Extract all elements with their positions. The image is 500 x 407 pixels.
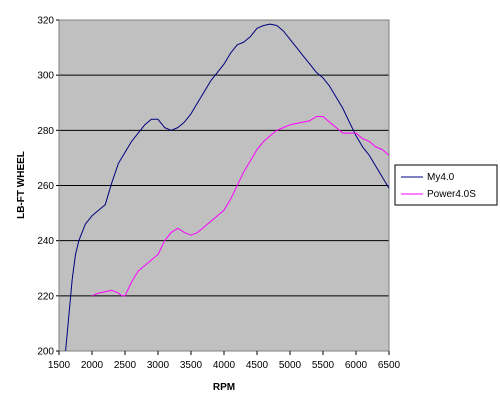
series-lines <box>65 23 390 352</box>
legend-label-my40: My4.0 <box>427 172 455 183</box>
y-axis-title: LB-FT WHEEL <box>16 151 27 219</box>
x-tick-label: 3500 <box>180 360 203 371</box>
y-tick-label: 240 <box>37 236 54 247</box>
x-tick-label: 3000 <box>147 360 170 371</box>
y-tick-label: 300 <box>37 71 54 82</box>
y-tick-label: 220 <box>37 291 54 302</box>
x-tick-label: 6500 <box>378 360 401 371</box>
x-axis-title: RPM <box>213 382 235 393</box>
y-tick-label: 280 <box>37 126 54 137</box>
y-tick-label: 260 <box>37 181 54 192</box>
x-tick-label: 5000 <box>279 360 302 371</box>
legend-box <box>394 164 498 206</box>
y-tick-label: 320 <box>37 16 54 27</box>
legend-label-power40s: Power4.0S <box>427 189 476 200</box>
x-tick-label: 2000 <box>81 360 104 371</box>
x-tick-label: 5500 <box>312 360 335 371</box>
x-tick-labels: 1500 2000 2500 3000 3500 4000 4500 5000 5500 6000… <box>48 351 401 371</box>
y-tick-labels: 200 220 240 260 280 300 320 <box>37 16 59 358</box>
x-tick-label: 2500 <box>114 360 137 371</box>
x-tick-label: 1500 <box>48 360 71 371</box>
y-tick-label: 200 <box>37 347 54 358</box>
series-line-power40s <box>91 116 390 297</box>
legend: My4.0 Power4.0S <box>394 164 498 206</box>
x-tick-label: 4500 <box>246 360 269 371</box>
series-line-my40 <box>65 23 390 352</box>
x-tick-label: 6000 <box>345 360 368 371</box>
x-tick-label: 4000 <box>213 360 236 371</box>
